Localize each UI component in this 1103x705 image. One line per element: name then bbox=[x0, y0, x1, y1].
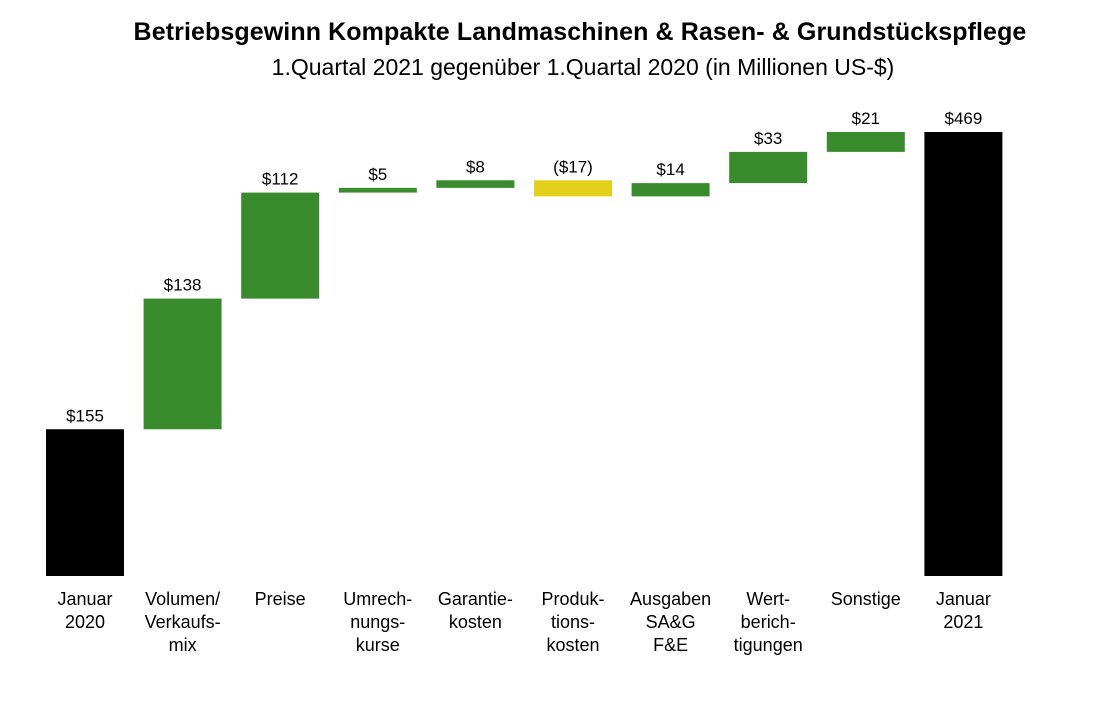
data-label: $33 bbox=[754, 129, 782, 148]
category-label: Januar 2020 bbox=[57, 589, 112, 632]
bar-increase bbox=[143, 298, 222, 430]
data-label: $5 bbox=[368, 165, 387, 184]
category-label: Januar 2021 bbox=[936, 589, 991, 632]
chart-title: Betriebsgewinn Kompakte Landmaschinen & … bbox=[133, 18, 1027, 46]
category-label: Preise bbox=[255, 589, 306, 609]
category-label: Umrech-nungs-kurse bbox=[343, 589, 412, 655]
data-label: $138 bbox=[164, 276, 202, 295]
data-label: ($17) bbox=[553, 157, 593, 176]
data-label: $8 bbox=[466, 157, 485, 176]
bar-increase bbox=[729, 151, 808, 184]
data-label: $21 bbox=[852, 109, 880, 128]
chart-subtitle: 1.Quartal 2021 gegenüber 1.Quartal 2020 … bbox=[271, 54, 895, 80]
bar-increase bbox=[826, 132, 905, 152]
data-label: $14 bbox=[656, 160, 684, 179]
category-label: Produk-tions-kosten bbox=[541, 589, 604, 655]
bar-decrease bbox=[534, 180, 612, 197]
category-label: Volumen/Verkaufs-mix bbox=[145, 589, 221, 655]
category-label: Garantie-kosten bbox=[438, 589, 513, 632]
category-label: Ausgaben SA&G F&E bbox=[630, 589, 711, 655]
data-label: $112 bbox=[262, 170, 299, 189]
bar-total bbox=[924, 132, 1003, 576]
bar-increase bbox=[631, 183, 710, 197]
bar-increase bbox=[338, 187, 417, 193]
data-label: $469 bbox=[944, 109, 982, 128]
bar-total bbox=[46, 429, 124, 576]
category-label: Sonstige bbox=[831, 589, 901, 609]
category-label: Wert-berich-tigungen bbox=[734, 589, 803, 655]
bar-increase bbox=[436, 180, 515, 188]
data-label: $155 bbox=[66, 406, 104, 425]
bar-increase bbox=[241, 192, 320, 299]
